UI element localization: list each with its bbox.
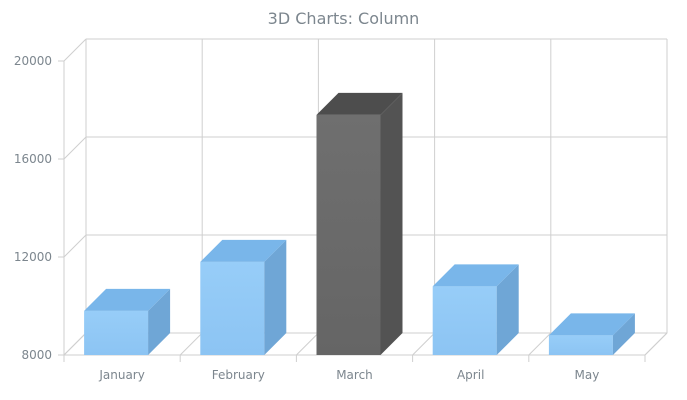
y-tick-label: 8000 [21,348,52,362]
floor-line [296,332,319,356]
floor-line [412,332,435,356]
bar-february [200,239,287,355]
bar-side [496,264,519,355]
floor-edge [644,332,668,356]
bar-may [548,313,635,355]
floor-line [63,332,87,356]
x-tick-label: February [212,368,265,382]
bar-front [548,335,613,355]
bar-march [316,92,403,356]
bar-side [612,313,635,355]
y-tick-label: 20000 [14,54,52,68]
bar-side [148,288,171,355]
bars [84,92,635,356]
x-tick-label: April [457,368,484,382]
bar-front [316,114,381,356]
bar-front [200,261,265,355]
gridline-depth [63,38,87,62]
tick-labels: 8000 12000 16000 20000 January February March A… [14,54,599,382]
bar-january [84,288,171,355]
floor-line [179,332,203,356]
bar-side [380,92,403,356]
bar-side [264,239,287,355]
bar-top [84,288,171,311]
bar-top [316,92,403,115]
x-tick-label: March [336,368,373,382]
floor-line [528,332,552,356]
chart-title: 3D Charts: Column [267,9,420,28]
gridline-depth [63,234,87,258]
bar-top [432,264,519,287]
bar-front [84,310,149,355]
bar-top [200,239,287,262]
x-tick-label: May [574,368,599,382]
bar-front [432,286,497,355]
bar-april [432,264,519,355]
x-tick-label: January [98,368,145,382]
bar-top [548,313,635,336]
y-tick-label: 16000 [14,152,52,166]
y-tick-label: 12000 [14,250,52,264]
gridline-depth [63,136,87,160]
